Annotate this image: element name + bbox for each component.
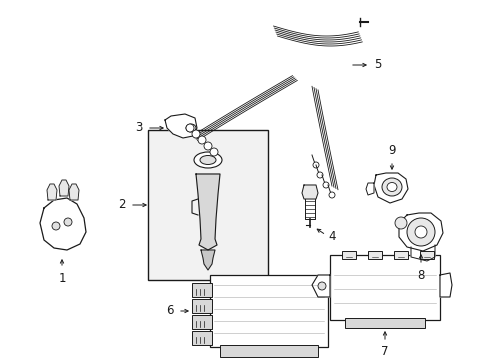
Bar (192, 315, 212, 329)
Circle shape (328, 192, 334, 198)
Polygon shape (59, 180, 69, 196)
Text: 9: 9 (387, 144, 395, 157)
Bar (192, 283, 212, 297)
Polygon shape (164, 114, 197, 138)
Polygon shape (398, 213, 442, 251)
Ellipse shape (188, 126, 193, 130)
Bar (341, 251, 355, 259)
Ellipse shape (194, 152, 222, 168)
Polygon shape (365, 183, 373, 195)
Bar (192, 299, 212, 313)
Circle shape (406, 218, 434, 246)
Polygon shape (47, 184, 57, 200)
Circle shape (52, 222, 60, 230)
Circle shape (414, 226, 426, 238)
Ellipse shape (200, 156, 216, 165)
Polygon shape (302, 185, 317, 199)
Bar (209, 275, 327, 347)
Text: 1: 1 (58, 272, 65, 285)
Circle shape (64, 218, 72, 226)
Bar (220, 345, 317, 357)
Ellipse shape (381, 178, 401, 196)
Bar (192, 331, 212, 345)
Circle shape (209, 148, 218, 156)
Polygon shape (201, 250, 215, 270)
Bar (367, 251, 381, 259)
Bar (393, 251, 407, 259)
Polygon shape (40, 198, 86, 250)
Text: 7: 7 (381, 345, 388, 358)
Circle shape (185, 124, 194, 132)
Text: 6: 6 (166, 305, 174, 318)
Text: 3: 3 (135, 121, 142, 135)
Polygon shape (196, 174, 220, 250)
Polygon shape (373, 173, 407, 203)
Polygon shape (439, 273, 451, 297)
Bar (148, 130, 267, 280)
Bar (345, 318, 424, 328)
Text: 2: 2 (118, 198, 126, 211)
Text: 8: 8 (416, 269, 424, 282)
Text: 5: 5 (373, 58, 381, 72)
Ellipse shape (185, 124, 196, 132)
Circle shape (198, 136, 205, 144)
Circle shape (323, 182, 328, 188)
Text: 4: 4 (327, 230, 335, 243)
Polygon shape (69, 184, 79, 200)
Polygon shape (410, 245, 434, 261)
Circle shape (316, 172, 323, 178)
Bar (329, 255, 439, 320)
Polygon shape (311, 275, 329, 297)
Circle shape (192, 130, 200, 138)
Ellipse shape (386, 183, 396, 192)
Circle shape (317, 282, 325, 290)
Circle shape (312, 162, 318, 168)
Bar (419, 251, 433, 259)
Circle shape (203, 142, 212, 150)
Circle shape (394, 217, 406, 229)
